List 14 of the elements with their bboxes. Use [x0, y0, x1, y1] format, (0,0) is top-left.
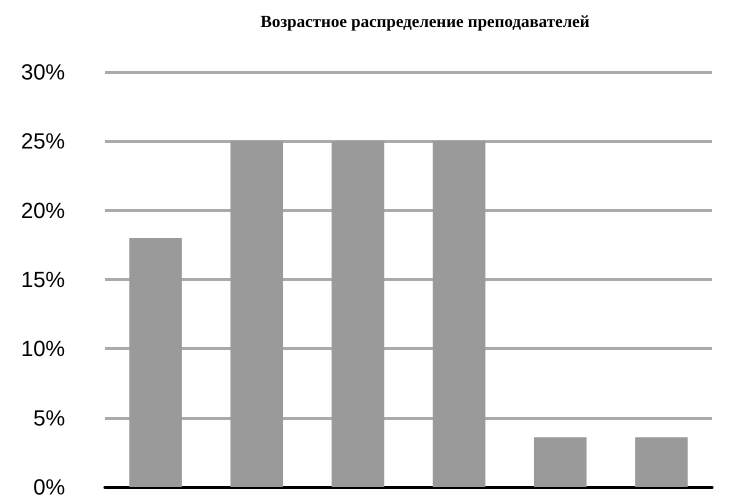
y-tick-label: 10% — [20, 336, 65, 362]
y-tick-label: 5% — [33, 405, 65, 430]
chart-title: Возрастное распределение преподавателей — [260, 12, 590, 31]
y-tick-label: 15% — [20, 267, 65, 292]
bar — [534, 437, 587, 487]
bar — [432, 141, 486, 487]
y-tick-label: 30% — [20, 60, 65, 84]
y-tick-label: 25% — [20, 128, 65, 154]
bar — [129, 238, 182, 487]
bar — [332, 141, 384, 487]
bar — [635, 437, 688, 487]
y-tick-label: 0% — [33, 474, 65, 500]
y-tick-label: 20% — [20, 198, 65, 223]
bar — [230, 141, 284, 487]
